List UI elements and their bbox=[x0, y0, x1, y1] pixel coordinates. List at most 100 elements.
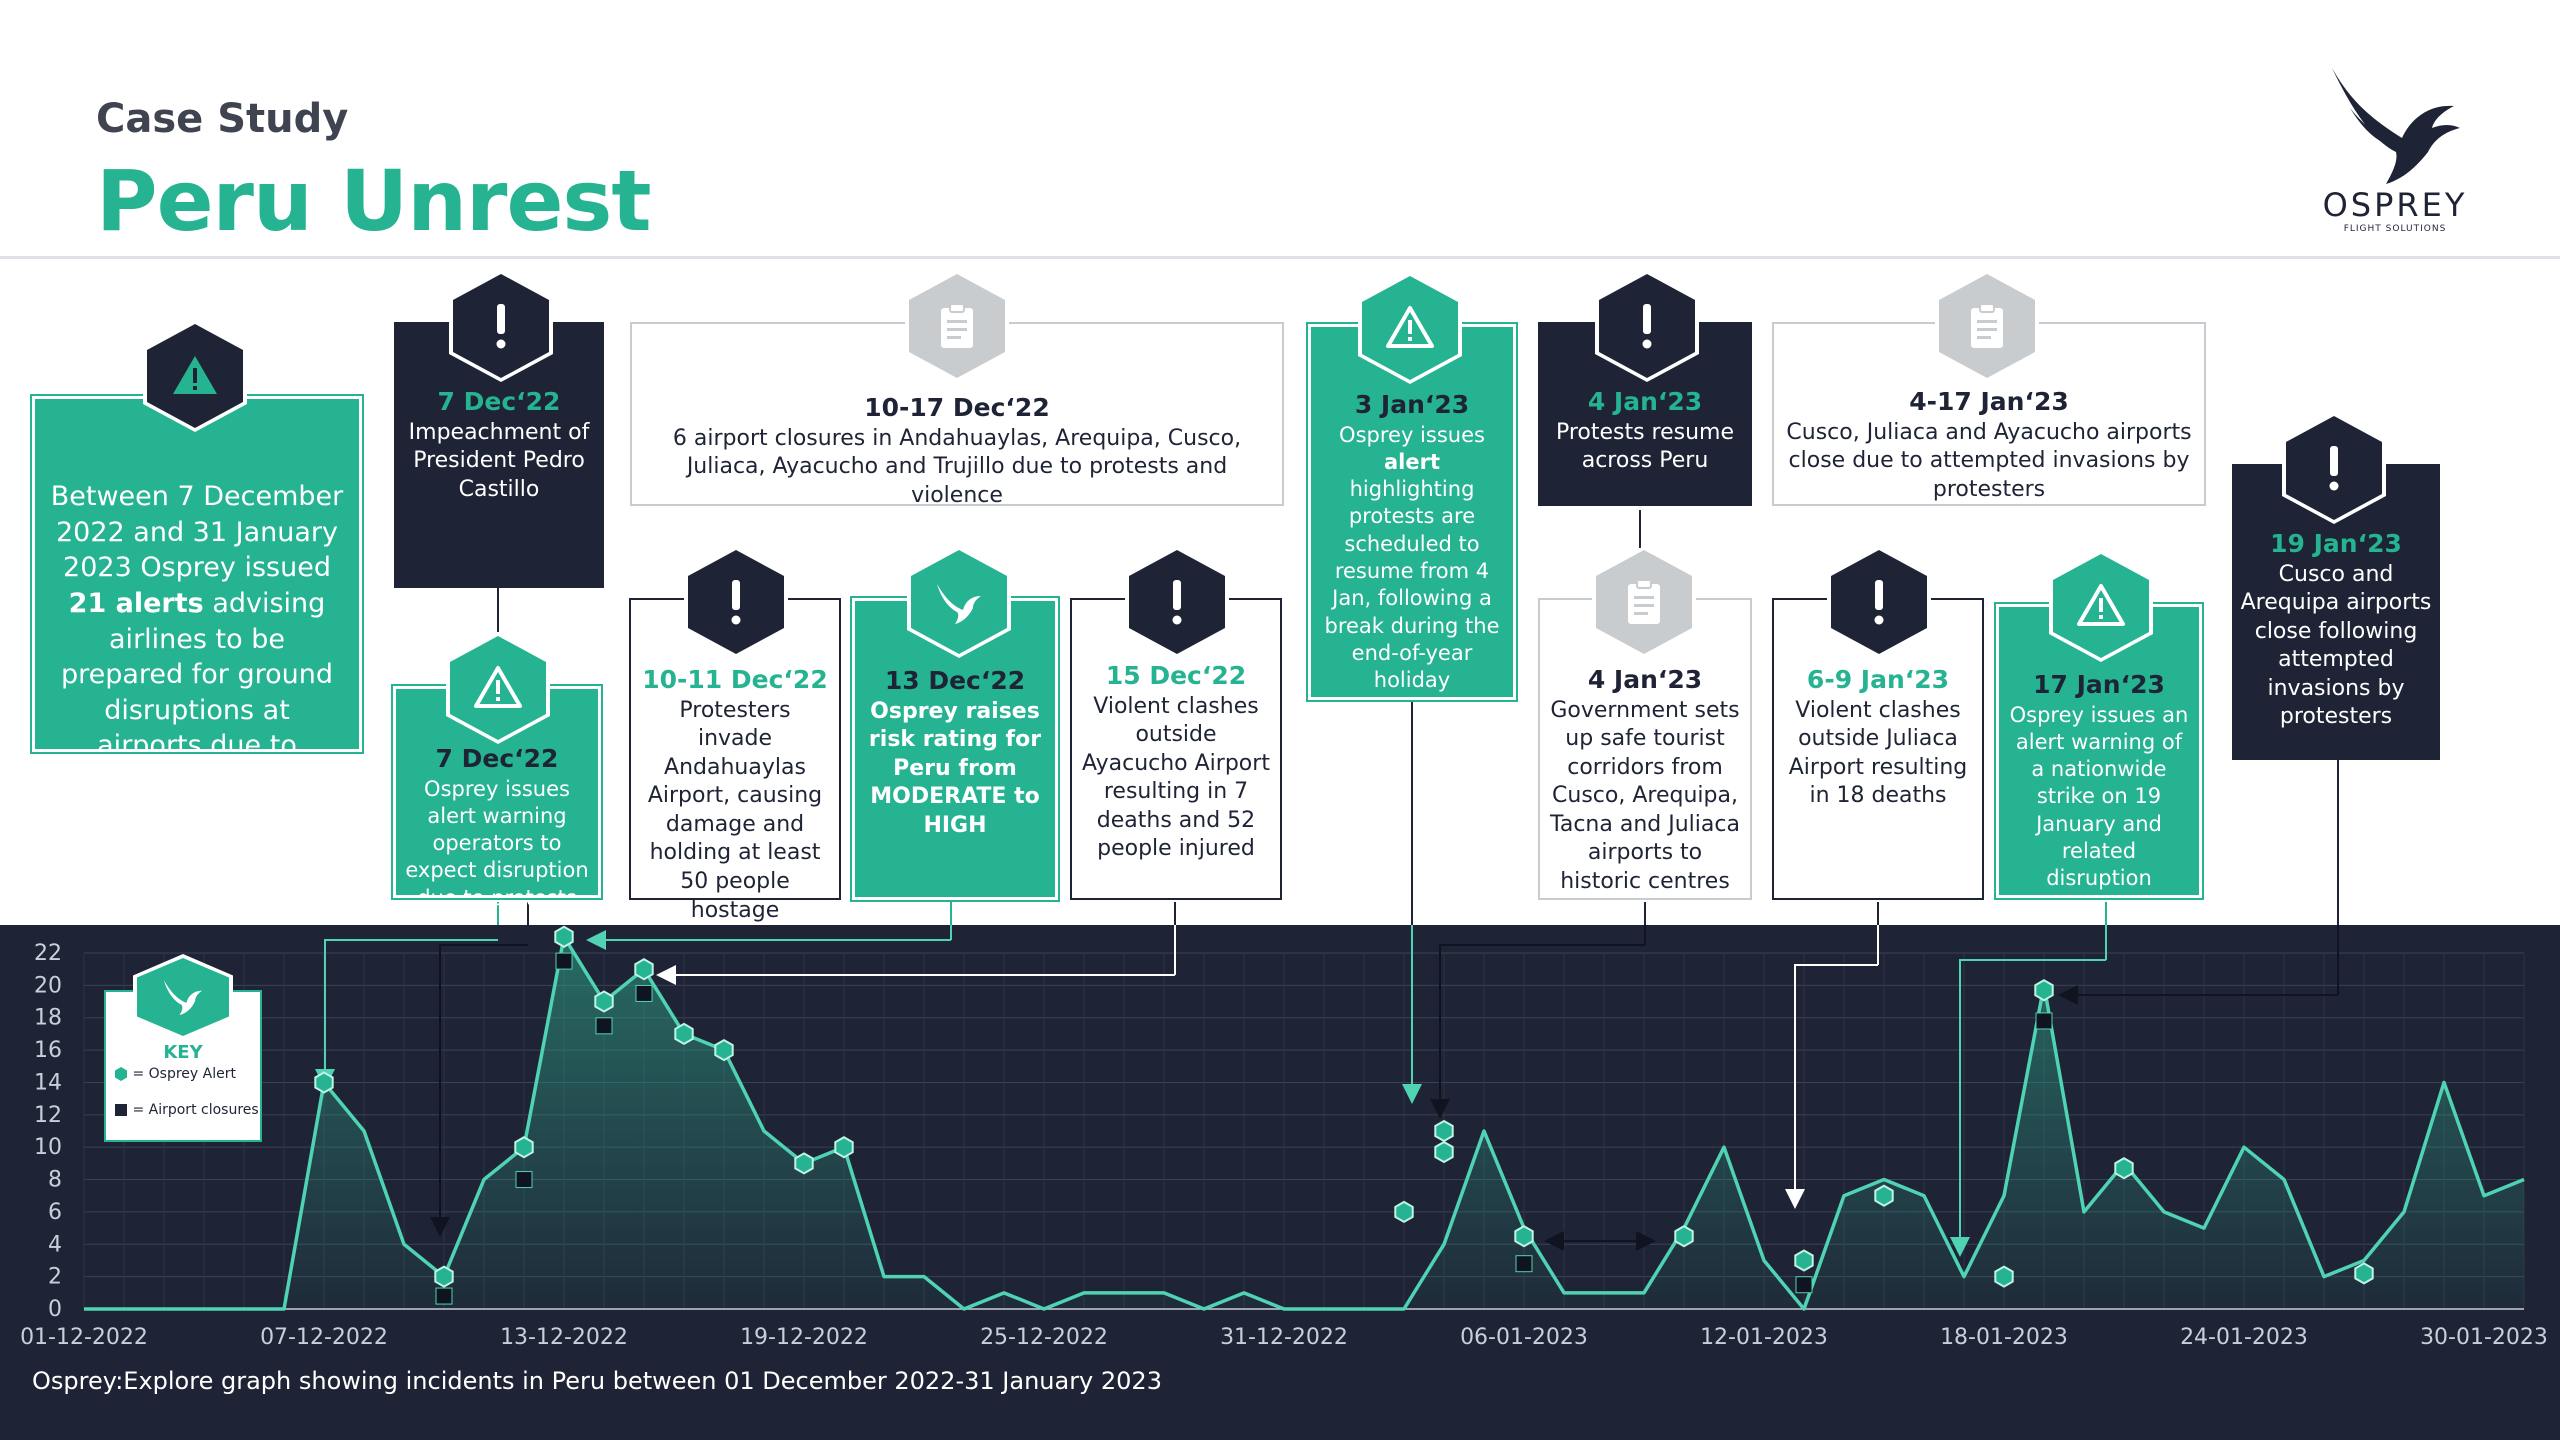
osprey-alert-marker bbox=[714, 1038, 734, 1062]
clipboard-icon bbox=[941, 303, 973, 348]
event-card-ayacucho-clashes: 15 Dec‘22 Violent clashes outside Ayacuc… bbox=[1070, 598, 1282, 900]
airport-closure-marker bbox=[2035, 1012, 2053, 1030]
osprey-alert-marker bbox=[434, 1265, 454, 1288]
event-text: Violent clashes outside Ayacucho Airport… bbox=[1082, 693, 1270, 862]
event-card-airport-closures-dec: 10-17 Dec‘22 6 airport closures in Andah… bbox=[630, 322, 1284, 508]
osprey-alert-marker bbox=[514, 1136, 534, 1159]
event-text: Government sets up safe tourist corridor… bbox=[1550, 697, 1740, 895]
incident-line-chart: 0 2 4 6 8 10 12 14 16 18 20 22 01-12-2022 07-12-2022… bbox=[20, 925, 2548, 1350]
x-tick-label: 12-01-2023 bbox=[1700, 1325, 1828, 1350]
x-tick-label: 30-01-2023 bbox=[2420, 1325, 2548, 1350]
summary-card: Between 7 December 2022 and 31 January 2… bbox=[30, 394, 364, 797]
event-text: Protesters invade Andahuaylas Airport, c… bbox=[647, 697, 823, 923]
y-tick-label: 4 bbox=[48, 1232, 62, 1257]
airport-closure-marker bbox=[435, 1287, 453, 1305]
x-tick-label: 31-12-2022 bbox=[1220, 1325, 1348, 1350]
summary-bold: 21 alerts bbox=[68, 587, 204, 619]
footer-caption: Osprey:Explore graph showing incidents i… bbox=[32, 1367, 1162, 1395]
y-tick-label: 2 bbox=[48, 1265, 62, 1290]
osprey-alert-marker bbox=[2354, 1262, 2374, 1285]
y-tick-label: 12 bbox=[34, 1103, 62, 1128]
e10-closure-hex bbox=[1939, 274, 2035, 378]
osprey-alert-marker bbox=[314, 1071, 334, 1094]
osprey-alert-marker bbox=[1794, 1249, 1814, 1272]
legend-title: KEY bbox=[163, 1042, 203, 1063]
x-tick-label: 18-01-2023 bbox=[1940, 1325, 2068, 1350]
osprey-alert-marker bbox=[2034, 979, 2054, 1002]
x-tick-label: 25-12-2022 bbox=[980, 1325, 1108, 1350]
event-date: 15 Dec‘22 bbox=[1105, 661, 1247, 690]
osprey-alert-marker bbox=[1434, 1140, 1454, 1164]
event-card-osprey-alert-7dec: 7 Dec‘22 Osprey issues alert warning ope… bbox=[391, 684, 603, 910]
warning-triangle-icon bbox=[474, 666, 522, 708]
airport-closure-marker bbox=[515, 1171, 533, 1189]
x-tick-label: 01-12-2022 bbox=[20, 1325, 148, 1350]
event-card-risk-rating: 13 Dec‘22 Osprey raises risk rating for … bbox=[850, 596, 1060, 902]
y-tick-label: 20 bbox=[34, 973, 62, 998]
square-marker-icon bbox=[115, 1104, 127, 1116]
header-divider bbox=[0, 256, 2560, 259]
summary-warning-hex bbox=[147, 324, 243, 428]
exclamation-icon bbox=[1642, 304, 1652, 349]
osprey-alert-marker bbox=[1434, 1119, 1454, 1143]
event-text-2: highlighting protests are scheduled to r… bbox=[1324, 477, 1500, 693]
osprey-alert-marker bbox=[634, 958, 654, 981]
y-tick-label: 14 bbox=[34, 1070, 62, 1095]
event-date: 3 Jan‘23 bbox=[1354, 390, 1470, 419]
page-title: Peru Unrest bbox=[96, 152, 652, 250]
legend-closure-label: = Airport closures bbox=[132, 1102, 259, 1118]
osprey-bird-icon bbox=[163, 980, 203, 1016]
legend-alert-row: = Osprey Alert bbox=[114, 1066, 236, 1082]
chart-legend: KEY = Osprey Alert = Airport closures bbox=[104, 954, 262, 1142]
e7-warning-hex bbox=[1362, 276, 1458, 380]
series-area bbox=[84, 936, 2524, 1309]
exclamation-icon bbox=[2329, 446, 2339, 491]
e8-alert-hex bbox=[1599, 274, 1695, 378]
x-tick-label: 07-12-2022 bbox=[260, 1325, 388, 1350]
airport-closure-marker bbox=[595, 1017, 613, 1035]
osprey-alert-marker bbox=[1994, 1265, 2014, 1288]
event-date: 7 Dec‘22 bbox=[435, 744, 559, 773]
event-date: 13 Dec‘22 bbox=[884, 666, 1026, 695]
event-text: Cusco and Arequipa airports close follow… bbox=[2240, 561, 2432, 730]
y-tick-label: 10 bbox=[34, 1135, 62, 1160]
y-tick-label: 16 bbox=[34, 1038, 62, 1063]
event-text: Osprey raises risk rating for Peru from … bbox=[868, 698, 1042, 838]
exclamation-icon bbox=[731, 580, 741, 625]
osprey-alert-marker bbox=[2114, 1157, 2134, 1180]
osprey-logo: OSPREY FLIGHT SOLUTIONS bbox=[2310, 60, 2480, 240]
event-date: 4 Jan‘23 bbox=[1587, 665, 1703, 694]
exclamation-icon bbox=[496, 304, 506, 349]
y-tick-label: 6 bbox=[48, 1200, 62, 1225]
event-date: 17 Jan‘23 bbox=[2033, 670, 2165, 699]
osprey-alert-marker bbox=[1394, 1200, 1414, 1224]
osprey-alert-marker bbox=[1874, 1184, 1894, 1207]
warning-triangle-icon bbox=[2077, 584, 2125, 626]
exclamation-icon bbox=[1874, 580, 1884, 625]
event-text-1: Osprey issues bbox=[1339, 422, 1485, 447]
y-tick-label: 18 bbox=[34, 1006, 62, 1031]
warning-triangle-icon bbox=[1386, 306, 1434, 348]
event-card-cusco-arequipa: 19 Jan‘23 Cusco and Arequipa airports cl… bbox=[2232, 464, 2440, 760]
osprey-alert-marker bbox=[1674, 1225, 1694, 1248]
event-text: Osprey issues an alert warning of a nati… bbox=[2009, 702, 2189, 891]
footer-bar bbox=[0, 1359, 2560, 1440]
x-tick-label: 13-12-2022 bbox=[500, 1325, 628, 1350]
logo-wordmark: OSPREY bbox=[2322, 186, 2468, 224]
e3-closure-hex bbox=[909, 274, 1005, 378]
event-date: 7 Dec‘22 bbox=[437, 387, 561, 416]
event-card-impeachment: 7 Dec‘22 Impeachment of President Pedro … bbox=[394, 322, 604, 588]
event-date: 6-9 Jan‘23 bbox=[1806, 665, 1950, 694]
event-date: 10-17 Dec‘22 bbox=[864, 393, 1050, 422]
event-date: 19 Jan‘23 bbox=[2270, 529, 2402, 558]
summary-text-1: Between 7 December 2022 and 31 January 2… bbox=[50, 481, 344, 584]
event-text: Protests resume across Peru bbox=[1555, 419, 1735, 474]
event-text: Impeachment of President Pedro Castillo bbox=[408, 419, 590, 502]
y-tick-label: 22 bbox=[34, 941, 62, 966]
event-text-bold: alert bbox=[1383, 449, 1440, 474]
osprey-bird-icon bbox=[937, 584, 981, 624]
osprey-alert-marker bbox=[834, 1136, 854, 1159]
x-tick-label: 06-01-2023 bbox=[1460, 1325, 1588, 1350]
event-text: Osprey issues alert warning operators to… bbox=[405, 776, 589, 910]
logo-subtitle: FLIGHT SOLUTIONS bbox=[2343, 224, 2447, 234]
